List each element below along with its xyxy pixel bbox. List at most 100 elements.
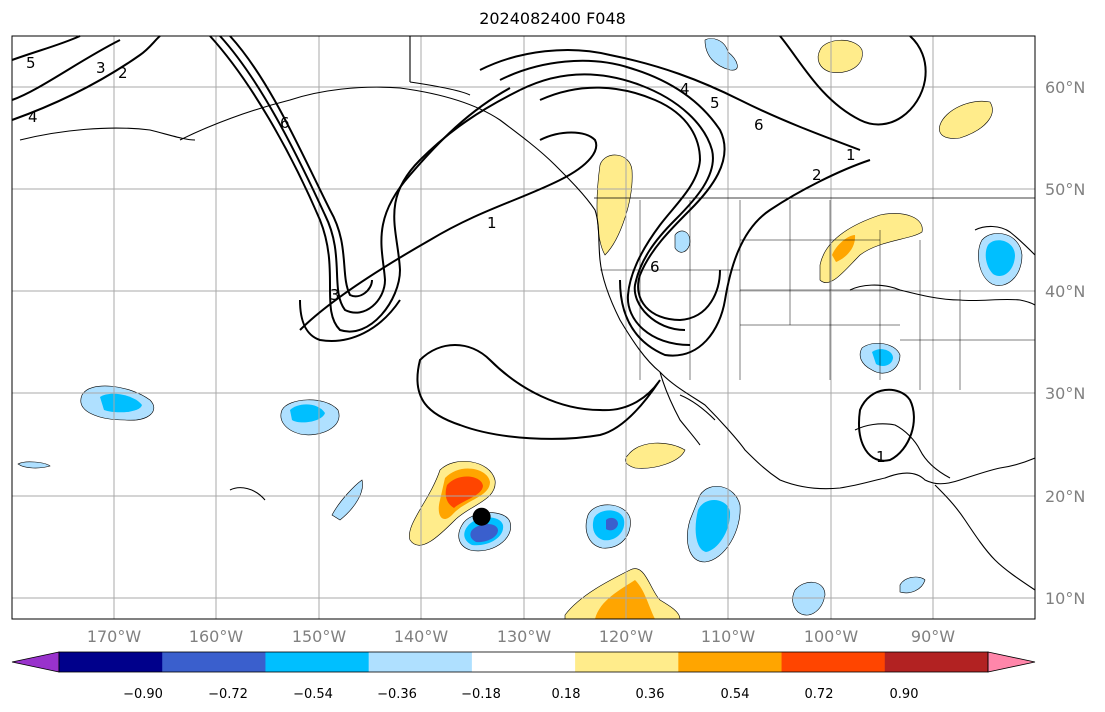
negative-anomaly-2-peak <box>606 517 618 531</box>
contour-line-11 <box>619 159 871 357</box>
colorbar <box>11 651 1036 673</box>
lon-label: 130°W <box>497 627 552 646</box>
coastlines <box>19 36 1036 591</box>
lat-label: 20°N <box>1045 487 1085 506</box>
colorbar-tick-label: 0.36 <box>636 687 665 702</box>
colorbar-border <box>58 651 989 673</box>
colorbar-tick-label: −0.72 <box>208 687 248 702</box>
colorbar-tick-label: −0.18 <box>461 687 501 702</box>
lat-label: 40°N <box>1045 282 1085 301</box>
hawaii <box>229 487 266 501</box>
anomaly-shading <box>17 38 1023 620</box>
positive-anomaly-2-core <box>595 580 655 619</box>
negative-anomaly-7 <box>331 479 363 521</box>
colorbar-segment <box>162 652 266 672</box>
contour-line-2 <box>219 35 511 314</box>
negative-anomaly-11 <box>674 230 691 253</box>
central-america-coast <box>934 484 1036 591</box>
negative-anomaly-8-core <box>872 349 893 366</box>
contour-labels: 5 3 2 4 6 1 3 4 5 6 2 1 6 1 <box>26 54 886 466</box>
contour-label: 4 <box>680 80 690 98</box>
chart-title: 2024082400 F048 <box>479 9 626 28</box>
positive-anomaly-6 <box>596 154 633 256</box>
lon-label: 160°W <box>189 627 244 646</box>
negative-anomaly-10 <box>704 38 738 71</box>
contour-line-9 <box>519 73 714 331</box>
alaska-border <box>409 36 471 96</box>
contour-line-14 <box>11 39 121 101</box>
lon-label: 90°W <box>911 627 955 646</box>
contour-line-1 <box>209 35 521 333</box>
contour-label: 1 <box>846 146 856 164</box>
contour-label: 5 <box>26 54 36 72</box>
contour-line-10 <box>539 86 702 346</box>
positive-anomaly-3 <box>819 213 923 283</box>
lon-label: 150°W <box>292 627 347 646</box>
positive-anomaly-5 <box>817 39 863 73</box>
contour-label: 1 <box>876 448 886 466</box>
north-america-coast <box>179 86 1036 490</box>
contour-label: 6 <box>650 258 660 276</box>
colorbar-segment <box>884 652 989 672</box>
lat-label: 30°N <box>1045 384 1085 403</box>
colorbar-segment <box>471 652 576 672</box>
negative-anomaly-13 <box>899 576 926 594</box>
lon-label: 110°W <box>701 627 756 646</box>
map-border <box>11 35 1036 620</box>
contour-label: 6 <box>754 116 764 134</box>
colorbar-segment <box>575 652 679 672</box>
contour-line-3 <box>229 35 373 298</box>
contour-label: 4 <box>28 108 38 126</box>
longitude-labels: 170°W 160°W 150°W 140°W 130°W 120°W 110°… <box>87 627 955 646</box>
lon-label: 170°W <box>87 627 142 646</box>
latitude-labels: 60°N 50°N 40°N 30°N 20°N 10°N <box>1045 78 1085 608</box>
gridlines <box>12 36 1035 619</box>
colorbar-segment <box>781 652 886 672</box>
contour-label: 3 <box>330 286 340 304</box>
contour-label: 1 <box>487 214 497 232</box>
colorbar-tick-label: −0.90 <box>123 687 163 702</box>
colorbar-tick-label: 0.54 <box>721 687 750 702</box>
contour-line-4 <box>299 299 401 342</box>
contour-line-13 <box>858 388 915 462</box>
contour-line-7 <box>479 49 861 151</box>
contour-line-12 <box>779 35 927 126</box>
contours <box>11 35 927 462</box>
gulf-of-california-coast <box>679 394 716 421</box>
positive-anomaly-3-core <box>832 235 856 262</box>
contour-line-16 <box>11 35 81 61</box>
colorbar-segment <box>265 652 370 672</box>
contour-label: 2 <box>118 64 128 82</box>
colorbar-tick-label: −0.36 <box>377 687 417 702</box>
negative-anomaly-4-core <box>100 393 142 413</box>
lon-label: 100°W <box>804 627 859 646</box>
negative-anomaly-3-core <box>695 500 731 552</box>
negative-anomaly-1-core <box>470 524 498 543</box>
contour-line-15 <box>11 35 161 121</box>
contour-line-8 <box>499 59 726 322</box>
contour-line-5 <box>416 344 661 440</box>
negative-anomaly-9-core <box>985 240 1015 276</box>
colorbar-segment <box>368 652 473 672</box>
state-borders <box>600 200 1035 390</box>
contour-line-6 <box>299 131 598 331</box>
lon-label: 120°W <box>599 627 654 646</box>
positive-anomaly-1-peak <box>445 476 483 508</box>
lon-label: 140°W <box>394 627 449 646</box>
negative-anomaly-5-core <box>290 404 325 423</box>
baja-coast <box>659 371 701 446</box>
colorbar-extend-high <box>987 651 1036 673</box>
contour-label: 5 <box>710 94 720 112</box>
great-lakes <box>974 225 1036 256</box>
colorbar-segment <box>678 652 783 672</box>
colorbar-ticks: −0.90 −0.72 −0.54 −0.36 −0.18 0.18 0.36 … <box>123 687 918 702</box>
colorbar-tick-label: 0.90 <box>890 687 919 702</box>
positive-anomaly-4 <box>939 100 993 139</box>
contour-label: 6 <box>280 114 290 132</box>
lat-label: 50°N <box>1045 180 1085 199</box>
contour-label: 3 <box>96 59 106 77</box>
colorbar-tick-label: 0.72 <box>805 687 834 702</box>
colorbar-segment <box>59 652 163 672</box>
colorbar-tick-label: 0.18 <box>552 687 581 702</box>
